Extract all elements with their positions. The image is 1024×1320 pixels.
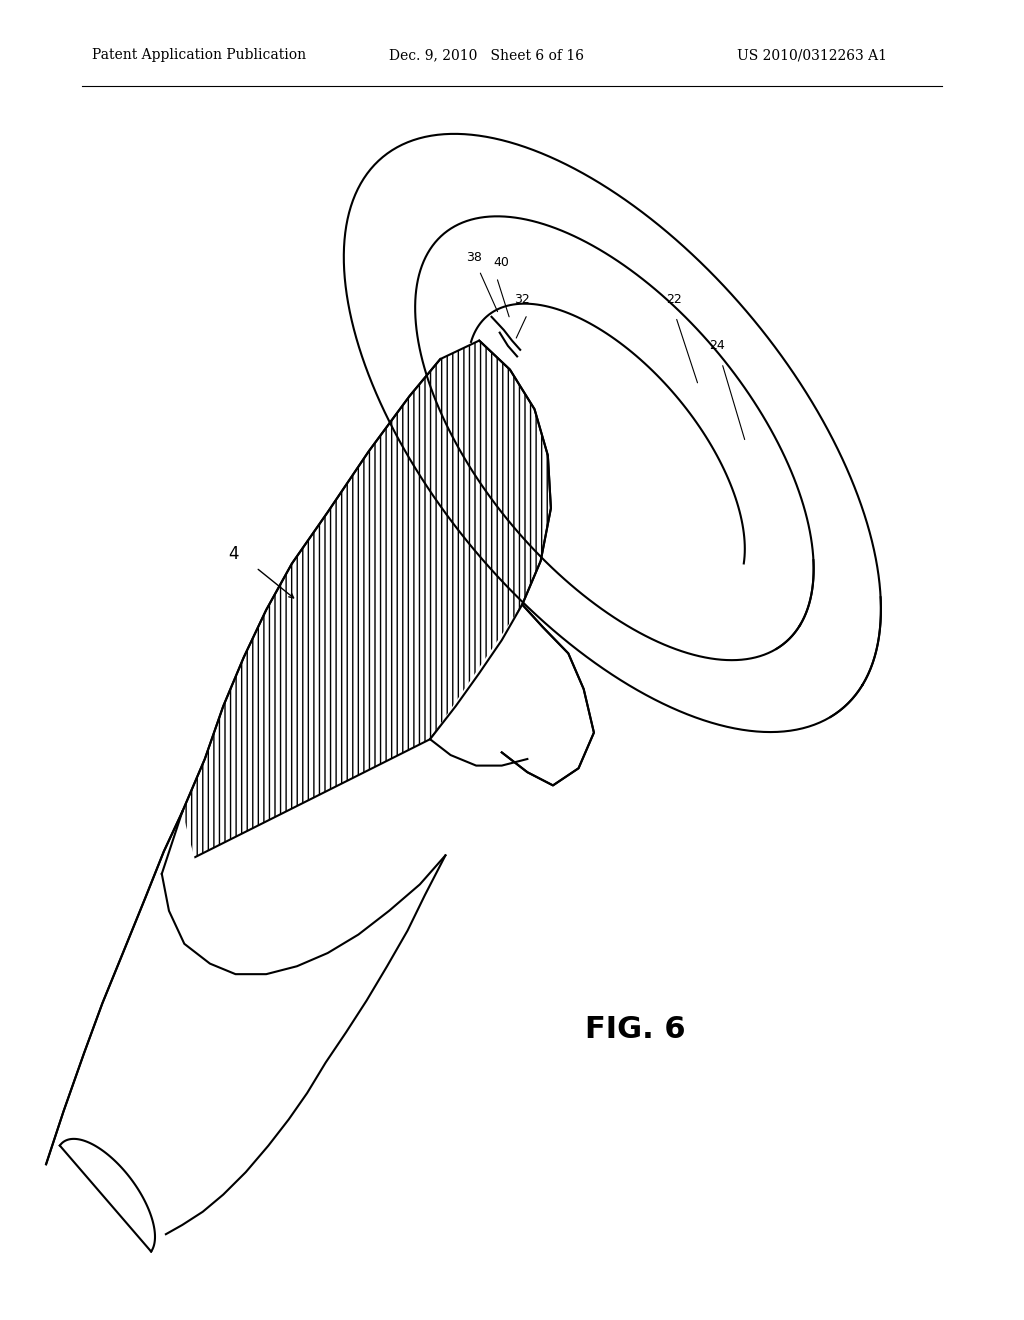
Text: US 2010/0312263 A1: US 2010/0312263 A1 <box>737 49 887 62</box>
Text: Patent Application Publication: Patent Application Publication <box>92 49 306 62</box>
Text: 32: 32 <box>514 293 530 306</box>
Text: FIG. 6: FIG. 6 <box>585 1015 685 1044</box>
Text: 40: 40 <box>494 256 510 269</box>
Text: 24: 24 <box>709 339 725 352</box>
Polygon shape <box>285 855 445 1102</box>
Polygon shape <box>162 341 551 874</box>
Text: 38: 38 <box>466 251 482 264</box>
Polygon shape <box>46 812 225 1267</box>
Polygon shape <box>430 605 594 785</box>
Text: 22: 22 <box>666 293 682 306</box>
Text: Dec. 9, 2010   Sheet 6 of 16: Dec. 9, 2010 Sheet 6 of 16 <box>389 49 584 62</box>
Text: 4: 4 <box>228 545 239 564</box>
Polygon shape <box>776 560 881 717</box>
